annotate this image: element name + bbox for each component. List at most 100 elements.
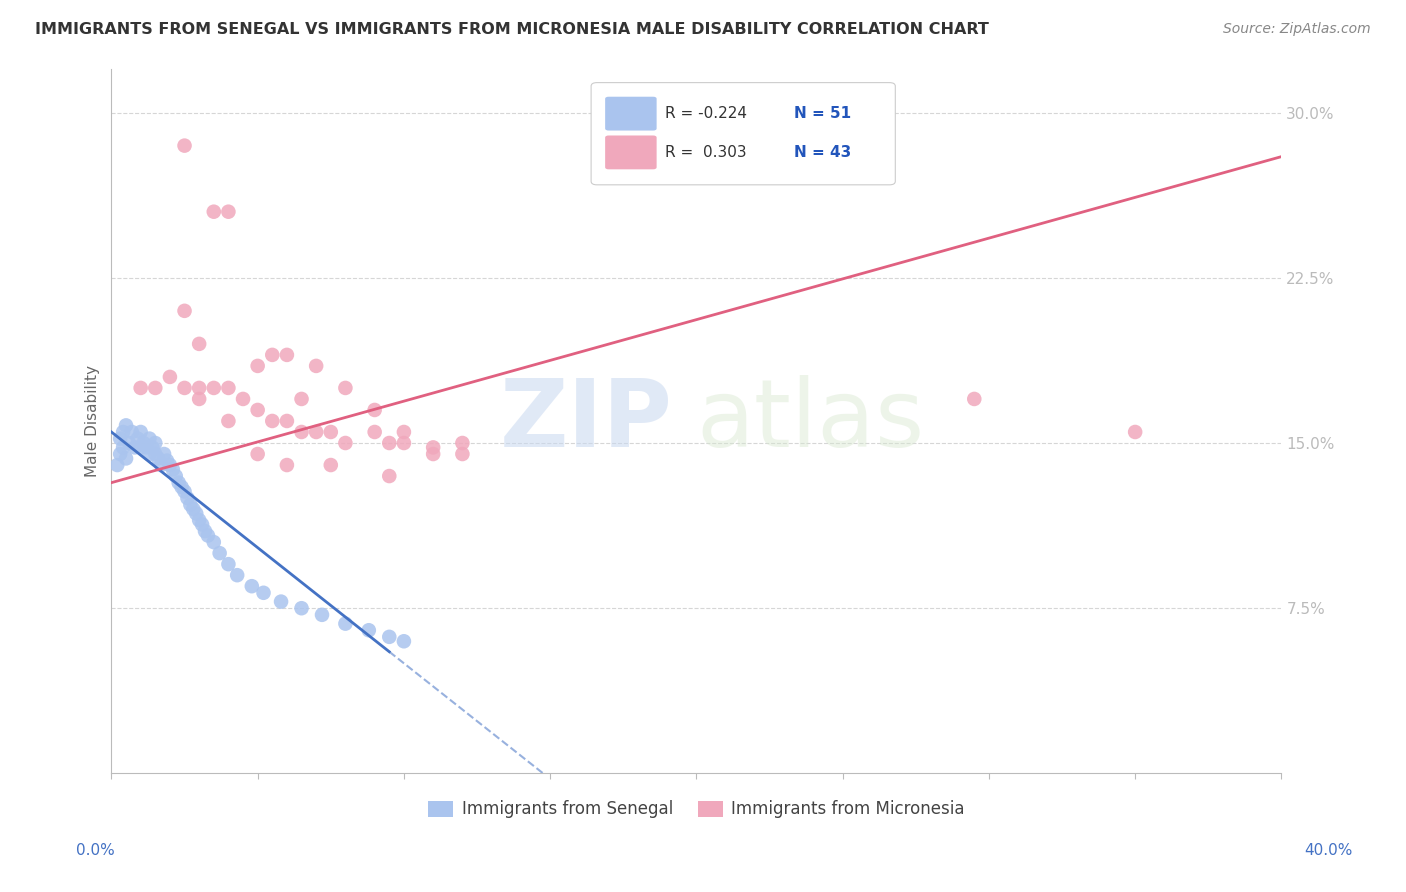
Point — [378, 630, 401, 644]
Point — [202, 204, 225, 219]
Point — [276, 348, 298, 362]
FancyBboxPatch shape — [605, 136, 657, 169]
Point — [963, 392, 986, 406]
Point — [392, 425, 415, 439]
Point — [159, 370, 181, 384]
Point — [148, 451, 170, 466]
Point — [118, 436, 141, 450]
Text: N = 43: N = 43 — [793, 145, 851, 160]
Point — [270, 594, 292, 608]
Point — [150, 458, 173, 472]
FancyBboxPatch shape — [605, 96, 657, 130]
Point — [170, 480, 193, 494]
Text: N = 51: N = 51 — [793, 106, 851, 121]
Point — [357, 624, 380, 638]
Text: R =  0.303: R = 0.303 — [665, 145, 747, 160]
Point — [262, 414, 284, 428]
Point — [108, 447, 131, 461]
Point — [276, 414, 298, 428]
Point — [217, 557, 239, 571]
Point — [188, 513, 211, 527]
Point — [232, 392, 254, 406]
Point — [143, 436, 166, 450]
Point — [173, 381, 195, 395]
Point — [173, 303, 195, 318]
Point — [1123, 425, 1146, 439]
Point — [246, 447, 269, 461]
Point — [153, 447, 176, 461]
Text: Source: ZipAtlas.com: Source: ZipAtlas.com — [1223, 22, 1371, 37]
Point — [246, 403, 269, 417]
Point — [124, 441, 146, 455]
Point — [335, 616, 357, 631]
Point — [135, 441, 157, 455]
Point — [173, 484, 195, 499]
Point — [217, 381, 239, 395]
Point — [276, 458, 298, 472]
Point — [290, 392, 312, 406]
Point — [112, 441, 135, 455]
Point — [159, 458, 181, 472]
Point — [240, 579, 263, 593]
Point — [246, 359, 269, 373]
Point — [132, 436, 155, 450]
Text: 40.0%: 40.0% — [1305, 843, 1353, 858]
Point — [143, 381, 166, 395]
Point — [311, 607, 333, 622]
FancyBboxPatch shape — [591, 83, 896, 185]
Point — [378, 436, 401, 450]
Point — [127, 432, 149, 446]
Point — [202, 535, 225, 549]
Y-axis label: Male Disability: Male Disability — [86, 365, 100, 477]
Point — [162, 462, 184, 476]
Point — [129, 441, 152, 455]
Text: atlas: atlas — [696, 375, 925, 467]
Point — [262, 348, 284, 362]
Point — [167, 475, 190, 490]
Point — [108, 432, 131, 446]
Point — [392, 634, 415, 648]
Point — [335, 381, 357, 395]
Point — [197, 528, 219, 542]
Point — [451, 436, 474, 450]
Point — [186, 507, 208, 521]
Point — [208, 546, 231, 560]
Text: R = -0.224: R = -0.224 — [665, 106, 747, 121]
Point — [129, 381, 152, 395]
Point — [422, 447, 444, 461]
Point — [226, 568, 249, 582]
Point — [363, 403, 385, 417]
Point — [252, 586, 274, 600]
Point — [217, 414, 239, 428]
Text: IMMIGRANTS FROM SENEGAL VS IMMIGRANTS FROM MICRONESIA MALE DISABILITY CORRELATIO: IMMIGRANTS FROM SENEGAL VS IMMIGRANTS FR… — [35, 22, 988, 37]
Point — [363, 425, 385, 439]
Point — [188, 381, 211, 395]
Point — [138, 447, 160, 461]
Text: ZIP: ZIP — [501, 375, 673, 467]
Point — [202, 381, 225, 395]
Point — [156, 453, 179, 467]
Point — [138, 432, 160, 446]
Point — [176, 491, 198, 505]
Point — [335, 436, 357, 450]
Point — [121, 425, 143, 439]
Point — [290, 425, 312, 439]
Point — [217, 204, 239, 219]
Point — [179, 498, 201, 512]
Point — [188, 392, 211, 406]
Point — [112, 425, 135, 439]
Point — [290, 601, 312, 615]
Point — [165, 469, 187, 483]
Point — [305, 359, 328, 373]
Legend: Immigrants from Senegal, Immigrants from Micronesia: Immigrants from Senegal, Immigrants from… — [422, 794, 972, 825]
Point — [105, 458, 128, 472]
Point — [181, 502, 204, 516]
Point — [319, 458, 342, 472]
Point — [378, 469, 401, 483]
Point — [194, 524, 217, 538]
Point — [319, 425, 342, 439]
Point — [141, 441, 163, 455]
Point — [115, 418, 138, 433]
Text: 0.0%: 0.0% — [76, 843, 115, 858]
Point — [188, 337, 211, 351]
